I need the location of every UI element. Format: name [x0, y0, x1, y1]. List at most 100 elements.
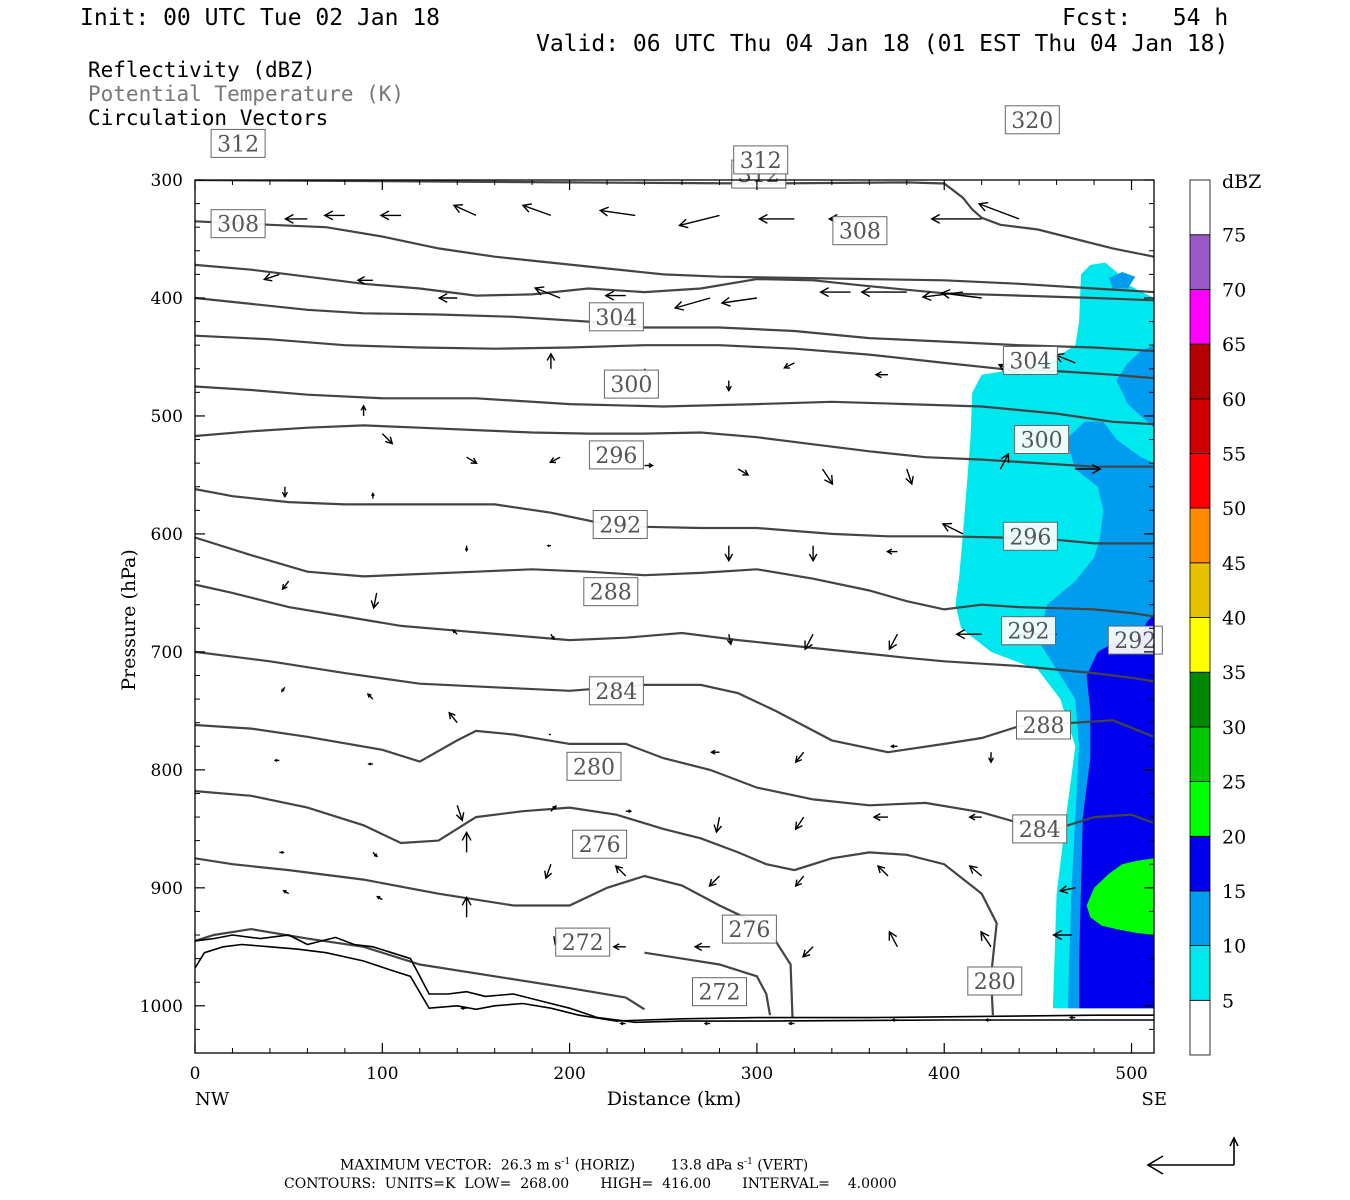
circulation-vector: [889, 744, 898, 749]
circulation-vector: [968, 813, 982, 821]
svg-text:284: 284: [1019, 818, 1061, 843]
circulation-vector: [379, 210, 401, 221]
legend-reflectivity: Reflectivity (dBZ): [88, 58, 316, 82]
colorbar-level-label: 30: [1222, 717, 1246, 739]
colorbar-level-label: 70: [1222, 279, 1246, 301]
y-tick-label: 900: [151, 879, 183, 899]
circulation-vector: [437, 292, 458, 304]
colorbar-level-label: 45: [1222, 553, 1246, 575]
circulation-vector: [940, 288, 982, 299]
colorbar-swatch: [1189, 452, 1211, 509]
circulation-vector: [466, 456, 478, 464]
colorbar-swatch: [1189, 343, 1211, 400]
x-end-label-nw: NW: [195, 1089, 230, 1110]
theta-label-280: 280: [566, 751, 622, 781]
theta-label-304: 304: [588, 302, 644, 332]
y-tick-label: 600: [151, 525, 183, 545]
circulation-vector: [808, 545, 818, 563]
circulation-vector: [987, 752, 995, 764]
theta-label-296: 296: [588, 440, 644, 470]
colorbar-swatch: [1189, 781, 1211, 837]
colorbar-level-label: 10: [1222, 936, 1246, 958]
circulation-vector: [720, 296, 757, 307]
circulation-vector: [262, 272, 280, 282]
circulation-vector: [625, 809, 633, 814]
circulation-vector: [550, 805, 557, 812]
svg-text:312: 312: [217, 132, 259, 157]
theta-label-320: 320: [1004, 105, 1060, 135]
theta-contour-272: [195, 927, 646, 1011]
circulation-vector: [678, 214, 720, 229]
circulation-vector: [888, 633, 899, 651]
x-axis-title: Distance (km): [607, 1088, 742, 1110]
x-tick-label: 100: [366, 1064, 398, 1084]
circulation-vector: [619, 1021, 626, 1026]
y-tick-label: 1000: [140, 997, 183, 1017]
circulation-vector: [644, 462, 654, 469]
circulation-vector: [376, 895, 383, 901]
circulation-vector: [794, 751, 805, 764]
circulation-vector: [819, 287, 851, 298]
circulation-vector: [708, 875, 720, 888]
colorbar-swatch: [1189, 288, 1211, 345]
circulation-vector: [930, 213, 982, 224]
colorbar-swatch: [1189, 890, 1211, 947]
max-vector-line: MAXIMUM VECTOR: 26.3 m s-1 (HORIZ) 13.8 …: [340, 1157, 809, 1174]
theta-label-272: 272: [555, 927, 611, 957]
colorbar-level-label: 25: [1222, 772, 1246, 794]
circulation-vector: [1068, 1015, 1076, 1020]
circulation-vector: [546, 352, 556, 369]
circulation-vector: [710, 749, 720, 755]
circulation-vector: [876, 864, 889, 877]
reflectivity-region-10-dbz: [1109, 272, 1136, 289]
svg-text:304: 304: [1009, 350, 1051, 375]
x-end-label-se: SE: [1142, 1089, 1167, 1110]
colorbar-unit: dBZ: [1222, 171, 1261, 193]
contours-info-line: CONTOURS: UNITS=K LOW= 268.00 HIGH= 416.…: [284, 1176, 897, 1192]
colorbar-level-label: 75: [1222, 225, 1246, 247]
circulation-vector: [804, 633, 814, 651]
colorbar-level-label: 50: [1222, 498, 1246, 520]
colorbar-swatch: [1189, 945, 1211, 1001]
circulation-vector: [941, 522, 964, 535]
theta-contour-312: [195, 263, 1154, 302]
theta-contour-320: [195, 180, 1154, 258]
y-tick-label: 800: [151, 761, 183, 781]
circulation-vector: [381, 433, 394, 445]
theta-label-276: 276: [572, 829, 628, 859]
circulation-vector: [371, 492, 375, 499]
circulation-vector: [794, 875, 805, 888]
svg-text:288: 288: [590, 581, 632, 606]
svg-text:276: 276: [579, 833, 621, 858]
circulation-vector: [980, 930, 992, 948]
theta-contour-296: [195, 536, 1154, 618]
colorbar-level-label: 20: [1222, 826, 1246, 848]
circulation-vector: [1075, 463, 1102, 475]
circulation-vector: [1052, 929, 1072, 941]
svg-text:280: 280: [573, 755, 615, 780]
circulation-vector: [356, 275, 373, 285]
circulation-vector: [614, 864, 627, 877]
theta-contour-288: [195, 650, 1154, 754]
theta-label-300: 300: [1014, 425, 1070, 454]
circulation-vector: [273, 758, 280, 763]
svg-text:288: 288: [1023, 714, 1065, 739]
theta-label-304: 304: [1002, 346, 1058, 375]
legend-potential-temperature: Potential Temperature (K): [88, 82, 405, 106]
colorbar-level-label: 60: [1222, 389, 1246, 411]
circulation-vector: [460, 1006, 467, 1011]
theta-contour-312: [195, 296, 1154, 353]
circulation-vector: [726, 634, 734, 646]
y-axis-title: Pressure (hPa): [118, 549, 140, 691]
circulation-vector: [279, 850, 285, 855]
circulation-vector: [693, 942, 711, 952]
svg-text:308: 308: [839, 220, 881, 245]
circulation-vector: [550, 633, 555, 641]
svg-text:308: 308: [217, 213, 259, 238]
theta-contour-280: [195, 790, 998, 1016]
circulation-vector: [452, 629, 458, 635]
x-tick-label: 400: [928, 1064, 960, 1084]
circulation-vector: [872, 812, 888, 822]
svg-text:272: 272: [562, 931, 604, 956]
circulation-vector: [548, 456, 561, 464]
